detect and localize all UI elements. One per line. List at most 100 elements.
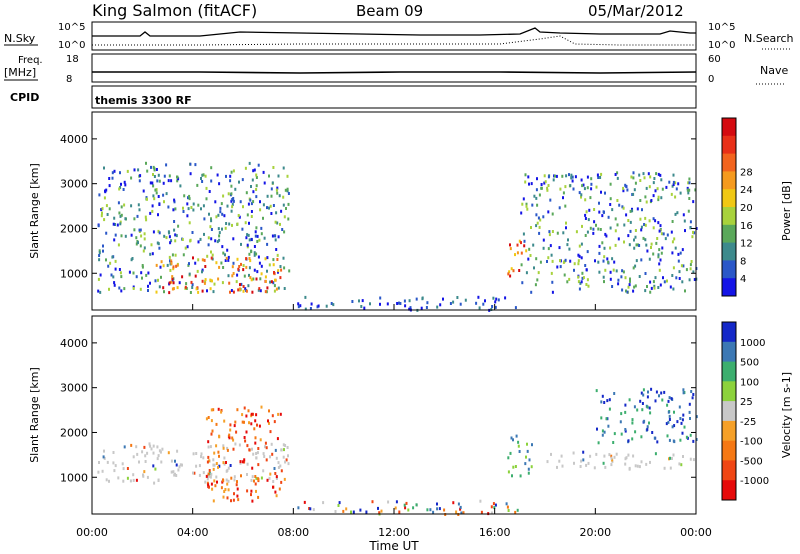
heat-cell <box>190 280 193 284</box>
heat-cell <box>620 432 623 436</box>
heat-cell <box>201 258 204 262</box>
colorbar-tick-label: -1000 <box>740 476 769 487</box>
heat-cell <box>693 278 696 281</box>
heat-cell <box>551 230 554 233</box>
heat-cell <box>278 194 281 198</box>
heat-cell <box>539 218 542 222</box>
heat-cell <box>244 439 247 443</box>
heat-cell <box>149 281 151 285</box>
heat-cell <box>674 195 677 199</box>
heat-cell <box>213 463 216 467</box>
heat-cell <box>282 455 285 459</box>
heat-cell <box>654 452 657 456</box>
heat-cell <box>655 390 658 394</box>
heat-cell <box>108 207 111 211</box>
heat-cell <box>491 305 494 308</box>
heat-cell <box>235 483 238 487</box>
heat-cell <box>517 440 520 444</box>
heat-cell <box>210 179 213 183</box>
heat-cell <box>113 469 116 473</box>
heat-cell <box>661 398 664 402</box>
heat-cell <box>436 507 439 511</box>
heat-cell <box>579 465 582 468</box>
heat-cell <box>208 471 211 475</box>
heat-cell <box>279 276 282 280</box>
heat-cell <box>222 446 225 450</box>
heat-cell <box>657 253 660 257</box>
heat-cell <box>633 188 636 192</box>
heat-cell <box>157 479 160 482</box>
heat-cell <box>692 200 695 204</box>
heat-cell <box>580 280 583 284</box>
heat-cell <box>222 479 225 483</box>
heat-cell <box>664 237 667 241</box>
heat-cell <box>281 228 284 231</box>
heat-cell <box>325 304 328 308</box>
heat-cell <box>263 181 266 185</box>
heat-cell <box>177 224 180 228</box>
heat-cell <box>477 295 480 299</box>
heat-cell <box>250 215 253 218</box>
heat-cell <box>599 228 602 231</box>
heat-cell <box>279 464 282 468</box>
heat-cell <box>224 488 227 491</box>
heat-cell <box>232 498 235 502</box>
heat-cell <box>604 232 607 236</box>
heat-cell <box>116 223 119 227</box>
heat-cell <box>547 210 550 214</box>
heat-cell <box>103 449 105 453</box>
station-title: King Salmon (fitACF) <box>92 1 257 20</box>
heat-cell <box>260 272 263 276</box>
heat-cell <box>262 203 265 207</box>
freq-trace <box>92 71 697 74</box>
heat-cell <box>602 275 605 279</box>
heat-cell <box>252 169 255 173</box>
heat-cell <box>197 258 200 262</box>
heat-cell <box>237 498 240 502</box>
heat-cell <box>250 185 252 188</box>
nave-tick-bottom: 0 <box>708 74 714 85</box>
heat-cell <box>137 203 140 207</box>
heat-cell <box>480 510 483 514</box>
heat-cell <box>103 166 105 170</box>
beam-title: Beam 09 <box>356 2 423 20</box>
heat-cell <box>266 269 268 273</box>
heat-cell <box>514 465 517 468</box>
heat-cell <box>196 183 199 187</box>
heat-cell <box>229 464 232 467</box>
heat-cell <box>155 188 158 192</box>
heat-cell <box>239 461 242 465</box>
heat-cell <box>278 487 281 491</box>
heat-cell <box>671 274 674 277</box>
heat-cell <box>203 281 206 285</box>
heat-cell <box>546 188 549 192</box>
heat-cell <box>692 458 695 462</box>
heat-cell <box>243 420 245 424</box>
heat-cell <box>682 413 685 417</box>
heat-cell <box>648 219 651 223</box>
heat-cell <box>449 302 452 305</box>
heat-cell <box>255 173 258 177</box>
heat-cell <box>609 203 612 206</box>
nsearch-trace <box>92 35 696 46</box>
heat-cell <box>248 421 250 425</box>
heat-cell <box>525 271 528 275</box>
heat-cell <box>247 409 250 413</box>
heat-cell <box>543 181 546 185</box>
heat-cell <box>611 458 614 462</box>
heat-cell <box>163 174 166 178</box>
heat-cell <box>679 191 682 195</box>
colorbar-segment <box>722 118 736 137</box>
heat-cell <box>226 248 229 252</box>
heat-cell <box>242 268 245 272</box>
heat-cell <box>627 285 630 289</box>
heat-cell <box>601 429 604 433</box>
heat-cell <box>112 275 115 279</box>
heat-cell <box>650 199 653 202</box>
heat-cell <box>222 461 225 465</box>
heat-cell <box>260 226 263 230</box>
heat-cell <box>456 296 459 299</box>
heat-cell <box>635 243 638 247</box>
heat-cell <box>520 241 522 245</box>
heat-cell <box>659 258 662 262</box>
